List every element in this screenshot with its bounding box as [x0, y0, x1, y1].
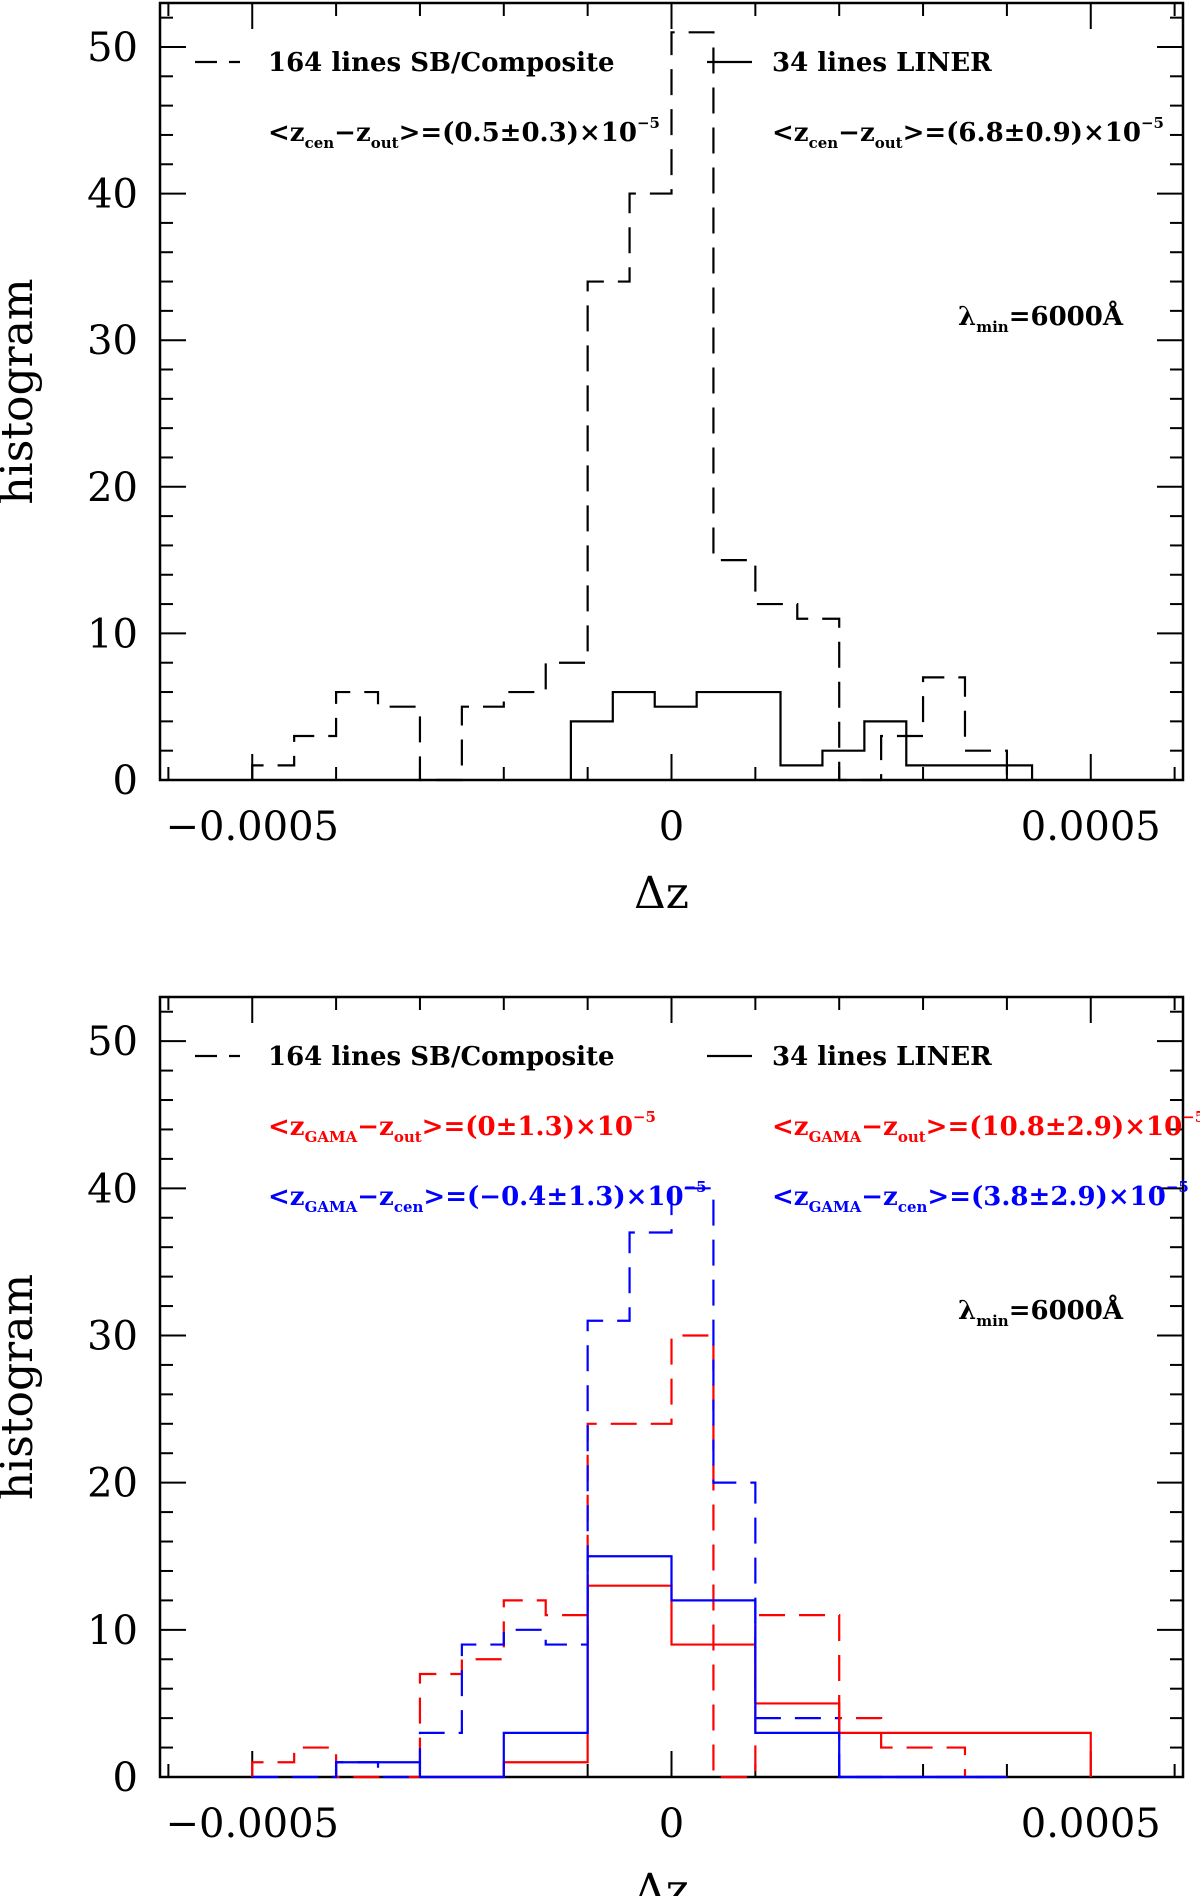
- legend-label-2: 34 lines LINER: [772, 1042, 992, 1072]
- y-tick-label: 30: [87, 1313, 138, 1359]
- stat-line-4: <zGAMA−zcen>=(3.8±2.9)×10−5: [772, 1178, 1189, 1216]
- histogram-series-2: [252, 1187, 1007, 1779]
- x-axis-title: Δz: [634, 868, 689, 919]
- x-axis-title: Δz: [634, 1865, 689, 1896]
- histogram-panel-1: 0 10 20 30 40 50 −0.0005 0 0.0005 Δz histogram 164 …: [0, 1, 1185, 919]
- x-tick-label: 0: [659, 1801, 684, 1847]
- x-tick-label: −0.0005: [165, 804, 338, 850]
- legend-label-2: 34 lines LINER: [772, 48, 992, 78]
- legend-label-1: 164 lines SB/Composite: [268, 1042, 615, 1072]
- x-tick-label: −0.0005: [165, 1801, 338, 1847]
- y-axis-title: histogram: [0, 1274, 43, 1500]
- lambda-min-annotation: λmin=6000Å: [958, 1295, 1124, 1330]
- y-tick-label: 20: [87, 1461, 138, 1507]
- stat-line-2: <zcen−zout>=(6.8±0.9)×10−5: [772, 114, 1164, 152]
- stat-line-3: <zGAMA−zcen>=(−0.4±1.3)×10−5: [268, 1178, 707, 1216]
- y-tick-label: 20: [87, 465, 138, 511]
- x-tick-label: 0.0005: [1021, 804, 1161, 850]
- y-tick-label: 40: [87, 172, 138, 218]
- y-tick-label: 0: [113, 1755, 138, 1801]
- y-tick-label: 30: [87, 318, 138, 364]
- y-tick-label: 10: [87, 611, 138, 657]
- y-tick-label: 0: [113, 758, 138, 804]
- x-tick-label: 0.0005: [1021, 1801, 1161, 1847]
- legend-label-1: 164 lines SB/Composite: [268, 48, 615, 78]
- y-tick-label: 40: [87, 1166, 138, 1212]
- histogram-series-1: [251, 31, 1009, 782]
- y-axis-title: histogram: [0, 278, 43, 504]
- stat-line-1: <zcen−zout>=(0.5±0.3)×10−5: [268, 114, 660, 152]
- lambda-min-annotation: λmin=6000Å: [958, 301, 1124, 336]
- y-tick-label: 10: [87, 1608, 138, 1654]
- histogram-series-1: [251, 1334, 1007, 1779]
- y-tick-label: 50: [87, 1019, 138, 1065]
- histogram-panel-2: 0 10 20 30 40 50 −0.0005 0 0.0005 Δz histogram 164 …: [0, 995, 1200, 1896]
- histogram-series-4: [334, 1555, 1007, 1779]
- x-tick-label: 0: [659, 804, 684, 850]
- stat-line-1: <zGAMA−zout>=(0±1.3)×10−5: [268, 1108, 656, 1146]
- y-tick-label: 50: [87, 25, 138, 71]
- stat-line-2: <zGAMA−zout>=(10.8±2.9)×10−5: [772, 1108, 1200, 1146]
- histogram-series-2: [569, 690, 1034, 780]
